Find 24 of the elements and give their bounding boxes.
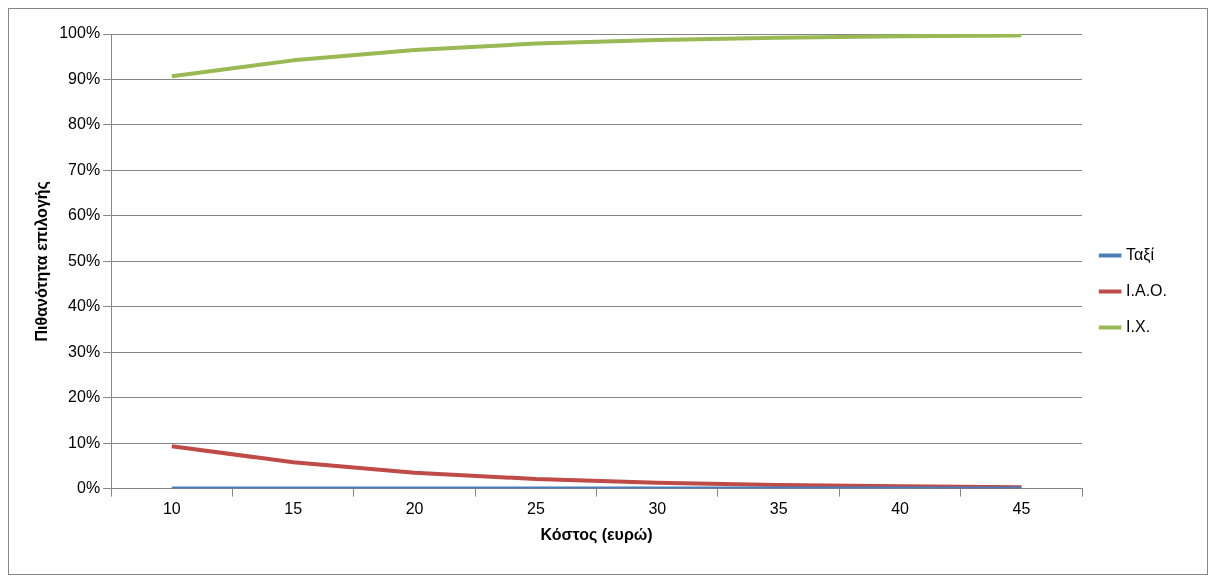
y-tick-label: 50% bbox=[68, 251, 101, 269]
legend-label: Ι.Χ. bbox=[1126, 317, 1151, 335]
y-tick-label: 60% bbox=[68, 206, 101, 224]
y-tick-label: 0% bbox=[77, 479, 101, 497]
y-tick-label: 30% bbox=[68, 342, 101, 360]
x-tick-label: 15 bbox=[284, 499, 303, 517]
legend-label: Ι.Α.Ο. bbox=[1126, 281, 1168, 299]
x-axis-title: Κόστος (ευρώ) bbox=[540, 525, 653, 544]
x-tick-label: 20 bbox=[405, 499, 424, 517]
x-tick-label: 40 bbox=[891, 499, 910, 517]
x-tick-label: 10 bbox=[162, 499, 181, 517]
x-tick-label: 35 bbox=[769, 499, 788, 517]
y-tick-label: 20% bbox=[68, 388, 101, 406]
y-axis-title: Πιθανότητα επιλογής bbox=[33, 181, 52, 342]
y-tick-label: 40% bbox=[68, 297, 101, 315]
x-tick-label: 45 bbox=[1012, 499, 1031, 517]
legend-label: Ταξί bbox=[1126, 245, 1155, 264]
y-tick-label: 100% bbox=[59, 24, 101, 42]
y-tick-label: 80% bbox=[68, 115, 101, 133]
y-tick-label: 90% bbox=[68, 69, 101, 87]
x-tick-label: 25 bbox=[527, 499, 545, 517]
y-tick-label: 10% bbox=[68, 433, 101, 451]
y-tick-label: 70% bbox=[68, 160, 101, 178]
x-tick-label: 30 bbox=[648, 499, 667, 517]
